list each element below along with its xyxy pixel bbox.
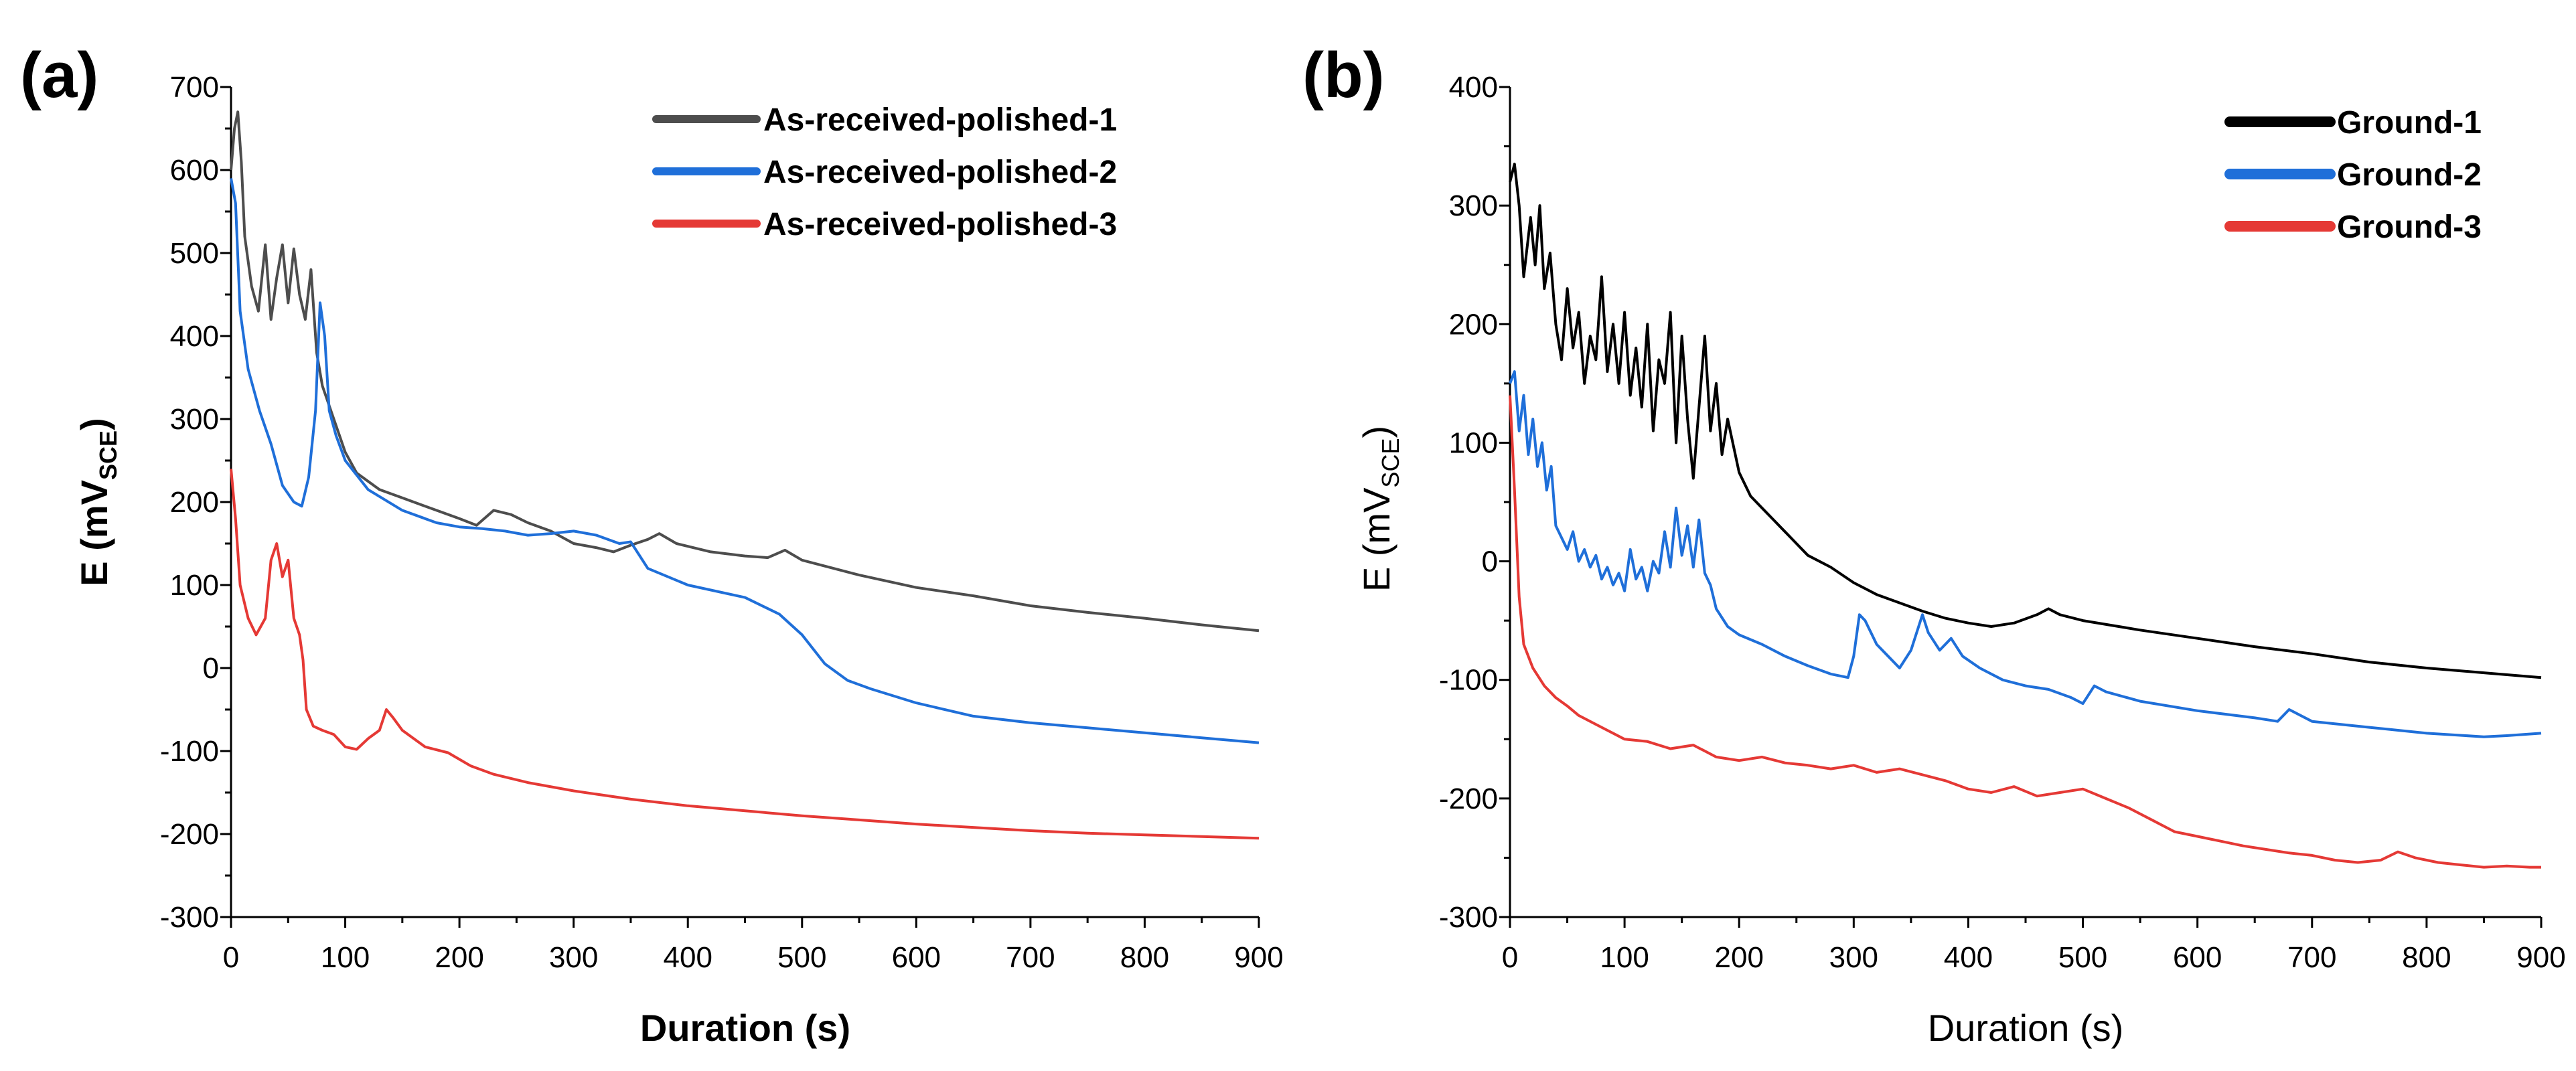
panel-a-ytick-label: 200 <box>170 486 219 519</box>
panel-a-yaxis-title-end: ) <box>73 418 115 430</box>
panel-b: (b) -300 -200 -100 0 100 200 300 400 0 100 200 300 4… <box>1302 39 2566 1049</box>
panel-a-series-2-line <box>230 178 1260 744</box>
panel-b-series-2-line <box>1509 370 2542 738</box>
panel-b-xtick-label: 200 <box>1715 941 1764 974</box>
panel-b-xtick-label: 500 <box>2058 941 2107 974</box>
panel-a-xtick-label: 500 <box>777 941 826 974</box>
panel-a-plot: -300 -200 -100 0 100 200 300 400 500 600 700 0 100 20… <box>160 71 1284 974</box>
panel-a-ytick-label: 400 <box>170 320 219 353</box>
panel-b-xtick-label: 0 <box>1502 941 1518 974</box>
panel-a-legend: As-received-polished-1 As-received-polish… <box>652 102 1117 242</box>
panel-b-xaxis-title: Duration (s) <box>1928 1007 2124 1049</box>
panel-b-legend: Ground-1 Ground-2 Ground-3 <box>2224 105 2482 245</box>
panel-a-yaxis-title: E (mVSCE) <box>73 418 122 586</box>
panel-a-xtick-label: 900 <box>1234 941 1283 974</box>
panel-a-legend-label: As-received-polished-2 <box>763 155 1117 190</box>
panel-b-series-3-line <box>1509 395 2541 869</box>
panel-b-legend-label: Ground-3 <box>2337 210 2482 245</box>
panel-b-yaxis-title-end: ) <box>1355 426 1397 438</box>
panel-a-xtick-label: 200 <box>435 941 483 974</box>
panel-a-series-3-line <box>230 469 1260 840</box>
panel-b-xtick-label: 100 <box>1600 941 1649 974</box>
panel-a-xtick-label: 300 <box>549 941 598 974</box>
panel-b-series-1-line <box>1509 163 2542 679</box>
panel-b-xtick-label: 600 <box>2173 941 2222 974</box>
panel-a-ytick-label: 100 <box>170 569 219 602</box>
panel-b-label: (b) <box>1302 39 1385 111</box>
panel-b-ytick-label: -200 <box>1439 782 1498 815</box>
panel-b-yaxis-title-sub: SCE <box>1377 438 1404 488</box>
panel-b-xtick-label: 900 <box>2516 941 2565 974</box>
panel-a-xtick-label: 400 <box>664 941 712 974</box>
panel-b-ytick-label: 100 <box>1449 426 1498 459</box>
panel-b-ytick-label: 300 <box>1449 189 1498 222</box>
panel-a-label: (a) <box>20 39 98 111</box>
panel-b-legend-label: Ground-1 <box>2337 105 2482 141</box>
panel-b-plot: -300 -200 -100 0 100 200 300 400 0 100 200 300 400 50… <box>1439 71 2566 974</box>
panel-a-yaxis-title-main: E (mV <box>73 480 115 586</box>
panel-a-xtick-label: 700 <box>1006 941 1055 974</box>
panel-b-xtick-label: 700 <box>2287 941 2336 974</box>
panel-a-ytick-label: 600 <box>170 154 219 187</box>
panel-a-ytick-label: 700 <box>170 71 219 104</box>
panel-a-legend-label: As-received-polished-1 <box>763 102 1117 138</box>
panel-b-legend-label: Ground-2 <box>2337 157 2482 193</box>
panel-a-legend-label: As-received-polished-3 <box>763 207 1117 242</box>
panel-b-yaxis-title: E (mVSCE) <box>1355 426 1404 592</box>
panel-a-ytick-label: -200 <box>160 818 219 851</box>
panel-a-ytick-label: 300 <box>170 403 219 436</box>
panel-a-ytick-label: -100 <box>160 735 219 768</box>
panel-a-xtick-label: 600 <box>892 941 941 974</box>
panel-a-xtick-label: 0 <box>223 941 239 974</box>
panel-a-ytick-label: -300 <box>160 901 219 934</box>
panel-a: (a) -300 -200 -100 0 100 200 300 400 500 600 700 0 1… <box>20 39 1284 1049</box>
panel-b-ytick-label: 0 <box>1482 546 1498 578</box>
panel-b-ytick-label: -300 <box>1439 901 1498 934</box>
panel-a-ytick-label: 0 <box>203 652 219 685</box>
panel-b-xtick-label: 800 <box>2402 941 2451 974</box>
panel-a-xtick-label: 100 <box>321 941 370 974</box>
panel-b-ytick-label: -100 <box>1439 664 1498 697</box>
panel-b-yaxis-title-main: E (mV <box>1355 487 1397 592</box>
panel-b-ytick-label: 400 <box>1449 71 1498 104</box>
panel-b-ytick-label: 200 <box>1449 308 1498 341</box>
panel-a-series-1-line <box>230 110 1260 633</box>
panel-a-xtick-label: 800 <box>1120 941 1169 974</box>
panel-a-ytick-label: 500 <box>170 237 219 270</box>
panel-b-xtick-label: 400 <box>1944 941 1993 974</box>
panel-a-yaxis-title-sub: SCE <box>94 430 122 480</box>
panel-a-xaxis-title: Duration (s) <box>640 1007 850 1049</box>
panel-b-xtick-label: 300 <box>1829 941 1878 974</box>
